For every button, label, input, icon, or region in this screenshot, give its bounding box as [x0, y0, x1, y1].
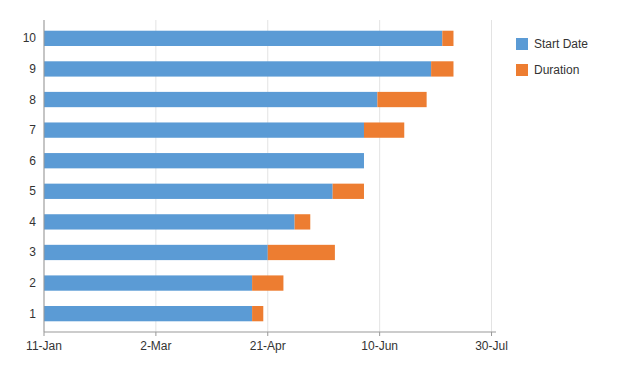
x-tick-label: 2-Mar — [140, 339, 171, 353]
x-tick-label: 11-Jan — [26, 339, 62, 353]
y-axis-line — [44, 20, 45, 332]
y-tick-label: 4 — [29, 215, 36, 229]
bar-segment — [442, 31, 453, 46]
y-tick-label: 6 — [29, 154, 36, 168]
x-axis-line — [44, 332, 496, 333]
x-tick — [44, 332, 45, 336]
bar-segment — [377, 92, 426, 107]
bar-segment — [44, 92, 377, 107]
y-tick-label: 2 — [29, 276, 36, 290]
x-tick-label: 21-Apr — [250, 339, 286, 353]
y-tick-label: 7 — [29, 123, 36, 137]
bar-segment — [44, 122, 364, 137]
x-tick — [155, 332, 156, 336]
bar-segment — [268, 245, 335, 260]
x-tick-label: 30-Jul — [475, 339, 508, 353]
x-tick — [267, 332, 268, 336]
y-tick-label: 8 — [29, 93, 36, 107]
bars — [44, 31, 453, 322]
y-tick-label: 9 — [29, 62, 36, 76]
chart-svg: 11-Jan 2-Mar 21-Apr 10-Jun 30-Jul 1 2 3 4 5 6 7 8 9 10… — [0, 0, 626, 376]
bar-segment — [44, 245, 268, 260]
x-tick-label: 10-Jun — [361, 339, 398, 353]
bar-segment — [44, 61, 431, 76]
legend-label: Duration — [534, 63, 579, 77]
bar-segment — [44, 31, 442, 46]
grid — [44, 20, 492, 332]
bar-segment — [363, 153, 364, 168]
legend-swatch — [516, 64, 528, 76]
y-tick-label: 10 — [23, 31, 37, 45]
bar-segment — [295, 214, 311, 229]
y-tick-label: 3 — [29, 245, 36, 259]
bar-segment — [431, 61, 453, 76]
grid-line — [491, 20, 492, 332]
chart-container: 11-Jan 2-Mar 21-Apr 10-Jun 30-Jul 1 2 3 4 5 6 7 8 9 10… — [0, 0, 626, 376]
y-tick-label: 5 — [29, 184, 36, 198]
grid-line — [44, 20, 45, 332]
axes: 11-Jan 2-Mar 21-Apr 10-Jun 30-Jul 1 2 3 4 5 6 7 8 9 10 — [23, 20, 508, 353]
bar-segment — [44, 153, 364, 168]
bar-segment — [364, 122, 404, 137]
bar-segment — [252, 306, 263, 321]
bar-segment — [44, 275, 252, 290]
bar-segment — [333, 184, 364, 199]
legend-label: Start Date — [534, 37, 588, 51]
bar-segment — [252, 275, 283, 290]
legend-swatch — [516, 38, 528, 50]
x-tick — [379, 332, 380, 336]
bar-segment — [44, 306, 252, 321]
y-tick-label: 1 — [29, 307, 36, 321]
legend: Start Date Duration — [516, 37, 588, 77]
bar-segment — [44, 214, 295, 229]
bar-segment — [44, 184, 333, 199]
x-tick — [491, 332, 492, 336]
